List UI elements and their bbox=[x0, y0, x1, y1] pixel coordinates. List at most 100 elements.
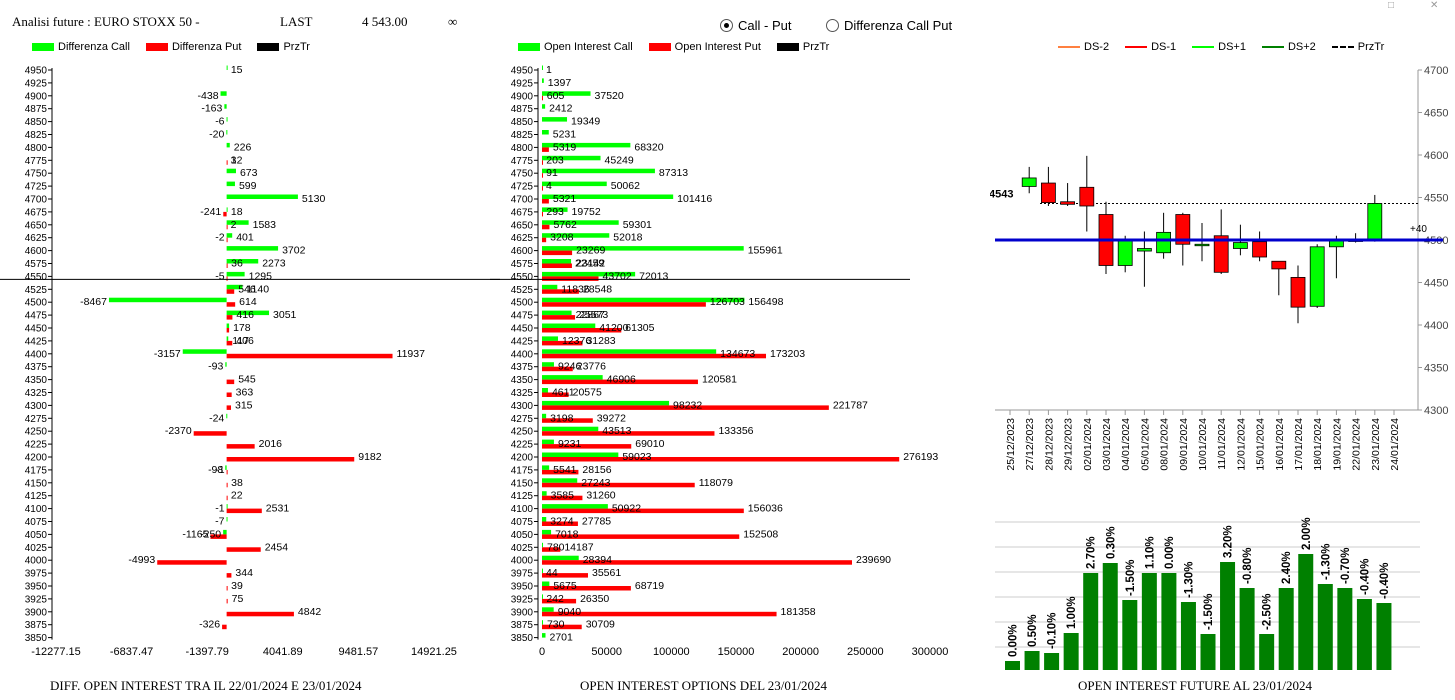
bar-value-label: 152508 bbox=[743, 528, 778, 540]
call-bar bbox=[226, 517, 228, 522]
bar-value-label: 4842 bbox=[298, 606, 322, 618]
y-tick-label: 4725 bbox=[511, 182, 534, 193]
legend-swatch bbox=[32, 43, 54, 51]
legend-label: DS+1 bbox=[1218, 41, 1246, 53]
bar-value-label: -1 bbox=[215, 464, 224, 476]
y-tick-label: 4950 bbox=[25, 66, 48, 77]
y-tick-label: 4675 bbox=[511, 207, 534, 218]
y-tick-label: 4825 bbox=[511, 130, 534, 141]
caption-left: DIFF. OPEN INTEREST TRA IL 22/01/2024 E … bbox=[50, 678, 362, 693]
bar-value-label: 242 bbox=[546, 593, 564, 605]
bar-value-label: 5541 bbox=[553, 464, 577, 476]
bar-value-label: 14187 bbox=[564, 541, 593, 553]
call-bar bbox=[226, 142, 230, 148]
call-bar bbox=[542, 413, 547, 419]
y-tick-label: 4925 bbox=[511, 78, 534, 89]
bar-value-label: 4611 bbox=[552, 387, 575, 399]
x-tick-label: 08/01/2024 bbox=[1159, 418, 1171, 471]
candle-body bbox=[1156, 231, 1172, 254]
x-tick-label: 200000 bbox=[782, 646, 819, 658]
future-bar-label: -1.30% bbox=[1183, 562, 1195, 598]
y-tick-label: 4550 bbox=[25, 272, 48, 283]
bar-value-label: 120581 bbox=[702, 374, 737, 386]
bar-value-label: -5 bbox=[215, 270, 224, 282]
bar-value-label: 9246 bbox=[558, 361, 582, 373]
x-tick-label: 22/01/2024 bbox=[1351, 418, 1363, 471]
x-tick-label: 15/01/2024 bbox=[1255, 418, 1267, 471]
call-bar bbox=[226, 323, 230, 328]
call-bar bbox=[224, 104, 227, 109]
future-bar bbox=[1200, 634, 1216, 670]
legend-swatch bbox=[648, 43, 671, 51]
future-bar bbox=[1063, 633, 1079, 670]
y-tick-label: 4900 bbox=[511, 91, 534, 102]
bar-value-label: 156036 bbox=[748, 503, 783, 515]
put-bar bbox=[542, 173, 543, 178]
bar-value-label: 68320 bbox=[634, 141, 663, 153]
bar-value-label: -2370 bbox=[165, 425, 192, 437]
legend-line bbox=[1058, 46, 1080, 48]
bar-value-label: 545 bbox=[238, 374, 256, 386]
bar-value-label: 239690 bbox=[856, 554, 891, 566]
change-label: +40 bbox=[1410, 224, 1427, 235]
bar-value-label: 19349 bbox=[571, 116, 600, 128]
legend-swatch bbox=[257, 43, 280, 51]
future-bar-label: -0.70% bbox=[1340, 548, 1352, 584]
call-bar bbox=[542, 633, 546, 638]
y-tick-label: 4250 bbox=[511, 427, 534, 438]
y-tick-label: 4925 bbox=[25, 78, 48, 89]
radio-differenza-call-put[interactable]: Differenza Call Put bbox=[826, 18, 952, 33]
put-bar bbox=[226, 469, 228, 475]
legend-item: PrzTr bbox=[257, 41, 310, 53]
y-tick-label: 3950 bbox=[511, 582, 534, 593]
put-bar bbox=[542, 353, 767, 359]
y-tick-label: 4075 bbox=[511, 517, 534, 528]
call-bar bbox=[542, 181, 607, 187]
x-tick-label: 9481.57 bbox=[339, 646, 379, 658]
y-tick-label: 4600 bbox=[25, 246, 48, 257]
x-tick-label: 19/01/2024 bbox=[1331, 418, 1343, 471]
bar-value-label: 39 bbox=[231, 580, 243, 592]
put-bar bbox=[226, 508, 262, 514]
put-bar bbox=[542, 199, 549, 204]
bar-value-label: 9040 bbox=[558, 606, 582, 618]
future-bar bbox=[1180, 602, 1196, 670]
call-bar bbox=[542, 246, 744, 251]
bar-value-label: 118079 bbox=[699, 477, 733, 489]
bar-value-label: -20 bbox=[209, 129, 224, 141]
y-tick-label: 4125 bbox=[511, 491, 534, 502]
bar-value-label: 101416 bbox=[677, 193, 712, 205]
future-bar-label: 0.00% bbox=[1008, 624, 1020, 657]
radio-call-put[interactable]: Call - Put bbox=[720, 18, 791, 33]
put-bar bbox=[542, 457, 900, 462]
put-bar bbox=[226, 224, 228, 230]
y-tick-label: 3925 bbox=[511, 594, 534, 605]
bar-value-label: -250 bbox=[200, 528, 221, 540]
put-bar bbox=[542, 160, 543, 165]
window-close-icon[interactable]: ✕ bbox=[1430, 0, 1439, 11]
y-tick-label: 4525 bbox=[25, 285, 48, 296]
legend-line bbox=[1331, 46, 1354, 48]
legend-item: Open Interest Put bbox=[648, 41, 761, 53]
candle-body bbox=[1021, 177, 1037, 187]
y-tick-label: 4075 bbox=[25, 517, 48, 528]
legend-item: PrzTr bbox=[1331, 41, 1384, 53]
legend-label: Open Interest Put bbox=[674, 41, 761, 53]
call-bar bbox=[226, 130, 228, 135]
bar-value-label: 18 bbox=[231, 206, 243, 218]
infinity-symbol: ∞ bbox=[448, 14, 458, 29]
legend-swatch bbox=[518, 43, 540, 51]
bar-value-label: 31260 bbox=[586, 490, 615, 502]
legend-line bbox=[1125, 46, 1148, 48]
call-bar bbox=[226, 259, 259, 264]
x-tick-label: -6837.47 bbox=[110, 646, 153, 658]
put-bar bbox=[542, 547, 561, 552]
y-tick-label: 4275 bbox=[511, 414, 534, 425]
call-bar bbox=[542, 310, 572, 316]
y-tick-label: 4100 bbox=[25, 504, 48, 515]
call-bar bbox=[542, 517, 547, 522]
future-bar bbox=[1122, 600, 1138, 670]
window-control-icon[interactable]: □ bbox=[1388, 0, 1395, 11]
y-tick-label: 4325 bbox=[511, 388, 534, 399]
x-tick-label: 10/01/2024 bbox=[1197, 418, 1209, 471]
